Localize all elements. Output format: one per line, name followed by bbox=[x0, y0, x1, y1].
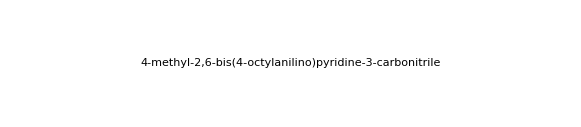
Text: 4-methyl-2,6-bis(4-octylanilino)pyridine-3-carbonitrile: 4-methyl-2,6-bis(4-octylanilino)pyridine… bbox=[141, 59, 440, 68]
